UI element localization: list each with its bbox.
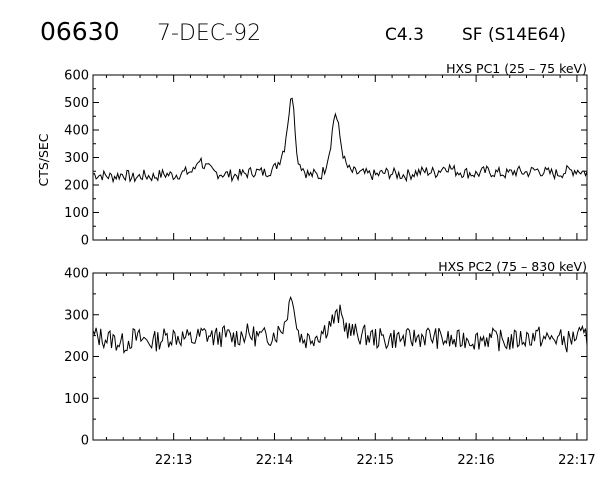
x-tick-label: 22:17 [558,453,595,468]
event-id: 06630 [40,17,120,46]
y-tick-label: 400 [64,124,89,139]
y-tick-label: 300 [64,308,89,323]
x-tick-label: 22:15 [357,453,394,468]
y-tick-label: 0 [81,234,89,249]
series-pc1-line [92,97,588,184]
x-tick-label: 22:16 [457,453,494,468]
series-pc2-line [92,295,588,354]
y-tick-label: 0 [81,434,89,449]
panel-pc1-title: HXS PC1 (25 – 75 keV) [446,61,587,76]
y-tick-label: 200 [64,179,89,194]
panel-pc2-frame [92,272,588,441]
y-tick-label: 100 [64,206,89,221]
y-tick-label: 500 [64,96,89,111]
x-tick-label: 22:14 [256,453,293,468]
flare-location: SF (S14E64) [462,25,566,45]
y-tick-label: 600 [64,69,89,84]
y-tick-label: 300 [64,151,89,166]
y-axis-label: CTS/SEC [36,133,51,186]
panel-pc1-frame [92,74,588,241]
flare-class: C4.3 [385,25,424,45]
panel-pc2: HXS PC2 (75 – 830 keV) 0 100 200 300 400 22:… [64,259,595,468]
y-tick-label: 400 [64,267,89,282]
event-date: 7-DEC-92 [157,21,261,46]
x-tick-label: 22:13 [155,453,192,468]
panel-pc1: HXS PC1 (25 – 75 keV) CTS/SEC 0 100 200 300… [36,61,588,249]
panel-pc2-title: HXS PC2 (75 – 830 keV) [438,259,587,274]
y-tick-label: 100 [64,392,89,407]
y-tick-label: 200 [64,350,89,365]
